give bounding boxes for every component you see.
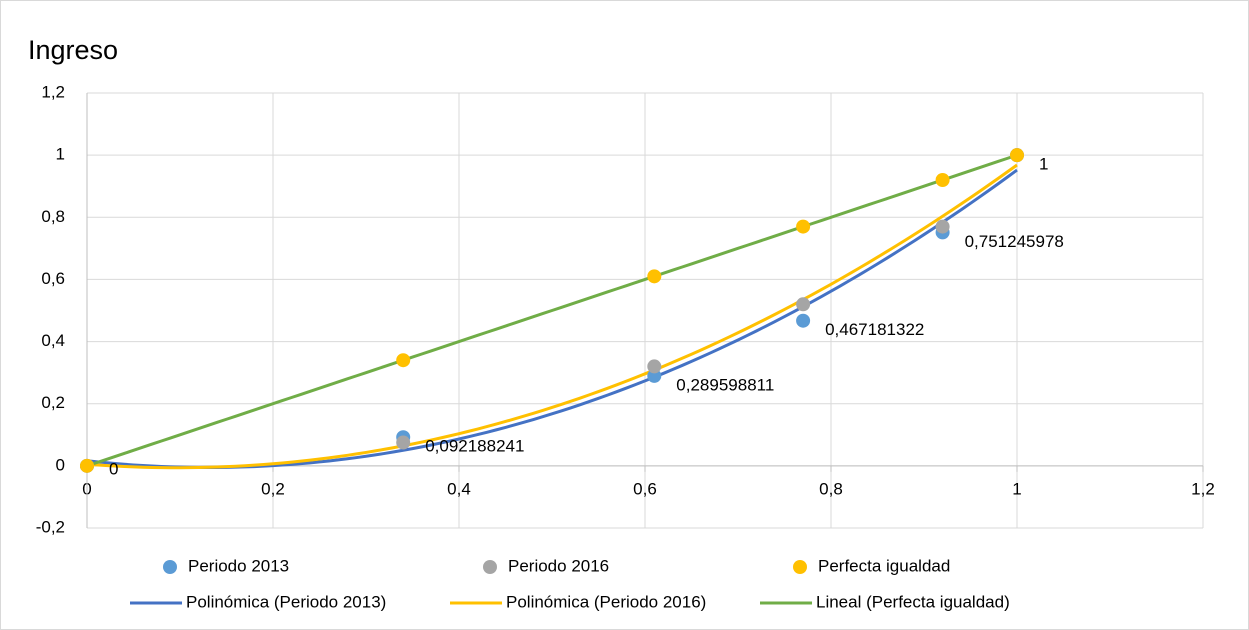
legend-label: Polinómica (Periodo 2013): [186, 592, 386, 611]
legend-label: Perfecta igualdad: [818, 556, 950, 575]
data-label: 0,092188241: [425, 437, 524, 456]
x-tick-label: 1: [1012, 479, 1021, 498]
legend-marker: [483, 560, 497, 574]
x-tick-label: 0,8: [819, 479, 843, 498]
y-tick-label: 1,2: [41, 82, 65, 101]
marker: [396, 353, 411, 368]
x-tick-label: 0,6: [633, 479, 657, 498]
legend-label: Periodo 2016: [508, 556, 609, 575]
marker: [935, 173, 950, 187]
x-tick-label: 1,2: [1191, 479, 1215, 498]
chart-title: Ingreso: [28, 35, 118, 65]
legend-label: Periodo 2013: [188, 556, 289, 575]
y-tick-label: 0,6: [41, 269, 65, 288]
data-label: 0,751245978: [965, 232, 1064, 251]
marker: [796, 219, 811, 234]
data-label: 0: [109, 459, 118, 478]
marker: [1010, 148, 1024, 163]
marker: [647, 269, 662, 284]
trendline: [86, 163, 1018, 470]
legend-marker: [793, 560, 807, 574]
x-tick-label: 0,2: [261, 479, 285, 498]
trendline: [86, 153, 1018, 468]
y-tick-label: 0: [56, 455, 65, 474]
legend-label: Lineal (Perfecta igualdad): [816, 592, 1010, 611]
y-tick-label: 0,2: [41, 393, 65, 412]
marker: [935, 219, 950, 234]
marker: [396, 435, 411, 450]
marker: [80, 458, 94, 473]
x-tick-label: 0,4: [447, 479, 471, 498]
data-label: 1: [1039, 155, 1048, 174]
legend-marker: [163, 560, 177, 574]
y-tick-label: 0,8: [41, 207, 65, 226]
marker: [796, 297, 811, 312]
marker: [796, 313, 811, 328]
data-label: 0,467181322: [825, 320, 924, 339]
y-tick-label: -0,2: [36, 517, 65, 536]
marker: [647, 359, 662, 374]
legend-label: Polinómica (Periodo 2016): [506, 592, 706, 611]
y-tick-label: 0,4: [41, 331, 65, 350]
data-label: 0,289598811: [676, 375, 774, 394]
y-tick-label: 1: [56, 145, 65, 164]
